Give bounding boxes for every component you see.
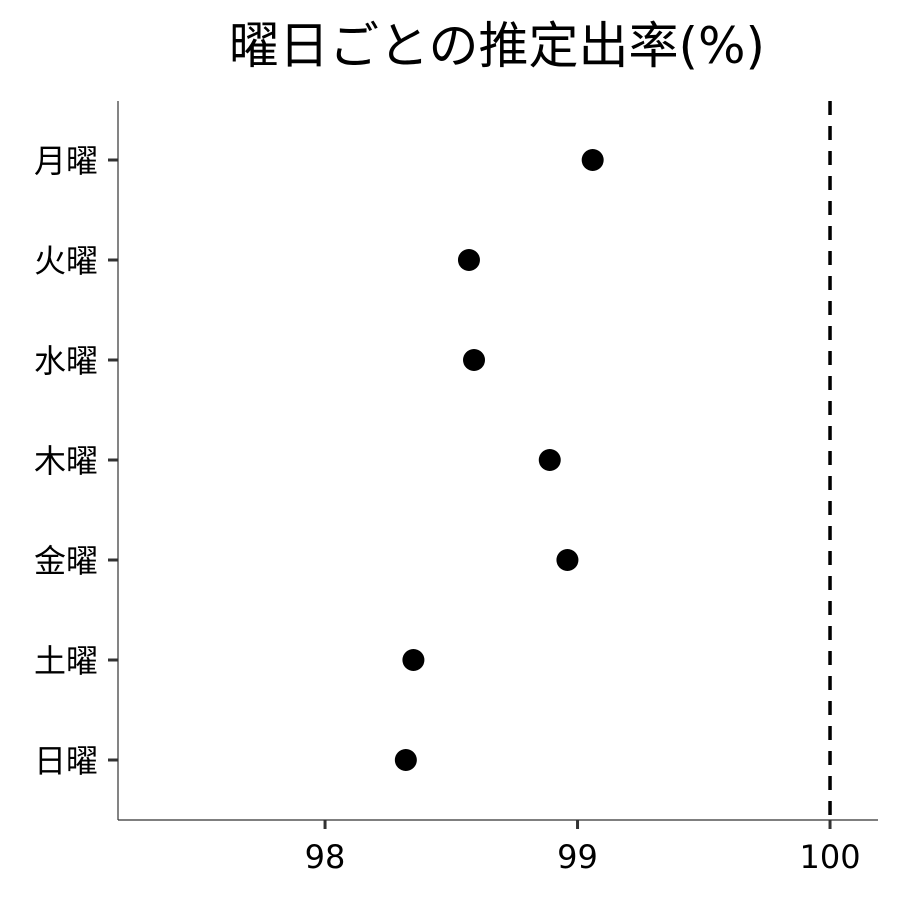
data-point — [538, 449, 561, 471]
data-point — [394, 749, 417, 771]
data-point — [457, 249, 480, 271]
data-point — [463, 349, 486, 371]
x-axis-labels: 98 99 100 — [305, 838, 861, 876]
data-point — [581, 149, 604, 171]
x-tick-label: 99 — [557, 838, 598, 876]
y-tick-label: 水曜 — [34, 342, 98, 380]
data-point — [402, 649, 425, 671]
data-point — [556, 549, 579, 571]
chart-title: 曜日ごとの推定出率(%) — [229, 17, 765, 75]
axis-ticks — [108, 158, 832, 829]
x-tick-label: 98 — [305, 838, 346, 876]
y-tick-label: 金曜 — [34, 542, 98, 580]
data-points — [394, 149, 604, 771]
x-tick-label: 100 — [799, 838, 860, 876]
y-tick-label: 火曜 — [34, 242, 98, 280]
y-tick-label: 日曜 — [34, 742, 98, 780]
y-tick-label: 土曜 — [34, 642, 98, 680]
y-tick-label: 木曜 — [34, 442, 98, 480]
y-tick-label: 月曜 — [34, 142, 98, 180]
